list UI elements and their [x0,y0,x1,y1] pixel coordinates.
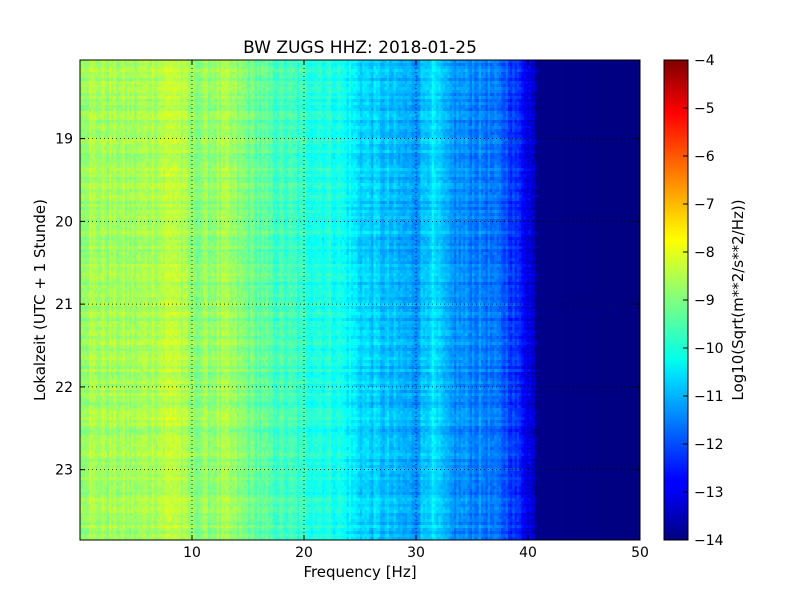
spectrogram-heatmap [80,60,640,540]
chart-title: BW ZUGS HHZ: 2018-01-25 [243,38,477,58]
